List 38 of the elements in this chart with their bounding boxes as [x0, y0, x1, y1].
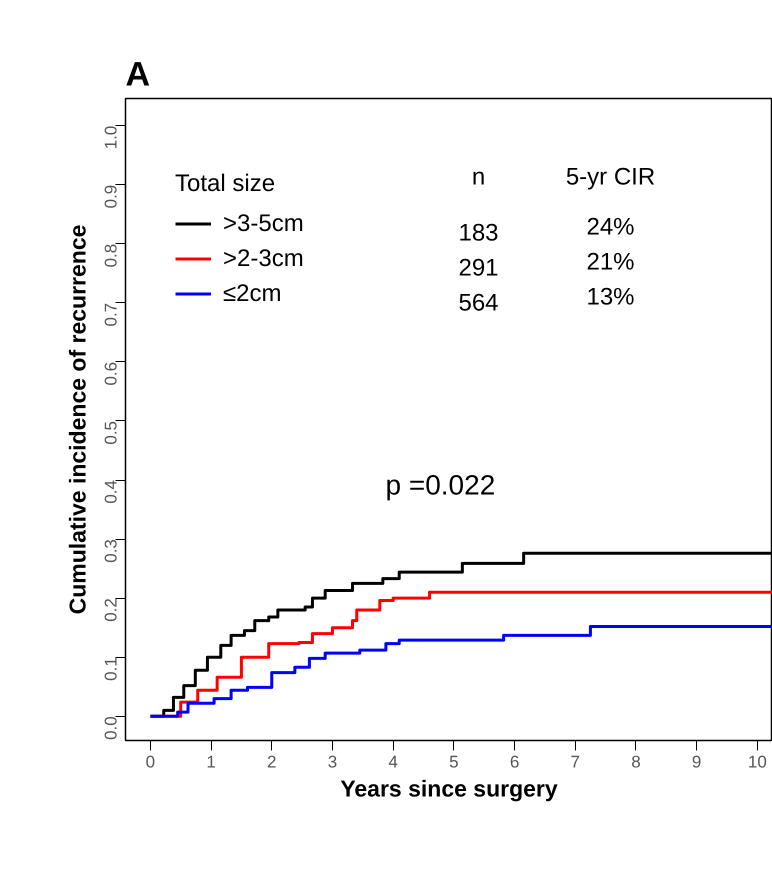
annotation: 5-yr CIR: [566, 164, 656, 190]
y-tick-label: 0.2: [102, 598, 120, 622]
x-tick-label: 1: [206, 752, 216, 772]
y-tick-label: 0.5: [102, 420, 120, 445]
annotation: 24%: [586, 214, 635, 240]
y-tick-label: 0.0: [102, 716, 120, 740]
annotation: 564: [458, 290, 499, 316]
y-tick-label: 0.8: [102, 244, 120, 268]
legend-label: >2-3cm: [223, 244, 304, 274]
chart-title: A: [126, 56, 150, 94]
legend-title: Total size: [175, 170, 276, 198]
x-tick-label: 0: [146, 752, 156, 772]
y-tick-label: 0.6: [102, 362, 120, 386]
x-tick-label: 10: [748, 752, 767, 772]
y-axis-title: Cumulative incidence of recurrence: [64, 224, 90, 614]
y-tick-label: 0.3: [102, 539, 120, 563]
x-tick-label: 5: [449, 752, 459, 772]
legend-label: >3-5cm: [223, 208, 304, 238]
x-tick-label: 2: [267, 752, 277, 772]
legend-label: ≤2cm: [223, 278, 282, 308]
x-tick-label: 7: [570, 752, 580, 772]
y-tick-label: 0.1: [102, 657, 120, 681]
x-tick-label: 9: [692, 752, 702, 772]
y-tick-label: 0.4: [102, 480, 120, 504]
annotation: 21%: [586, 248, 635, 276]
x-axis-title: Years since surgery: [340, 776, 558, 802]
x-tick-label: 4: [388, 752, 398, 772]
x-tick-label: 8: [631, 752, 641, 772]
y-tick-label: 0.7: [102, 302, 120, 326]
y-tick-label: 0.9: [102, 184, 120, 208]
y-tick-label: 1.0: [102, 126, 120, 150]
x-tick-label: 6: [510, 752, 520, 772]
annotation: 183: [458, 220, 499, 246]
x-tick-label: 3: [328, 752, 338, 772]
annotation: 13%: [586, 284, 635, 310]
annotation: p =0.022: [386, 470, 496, 500]
annotation: n: [472, 164, 486, 190]
annotation: 291: [458, 254, 499, 282]
